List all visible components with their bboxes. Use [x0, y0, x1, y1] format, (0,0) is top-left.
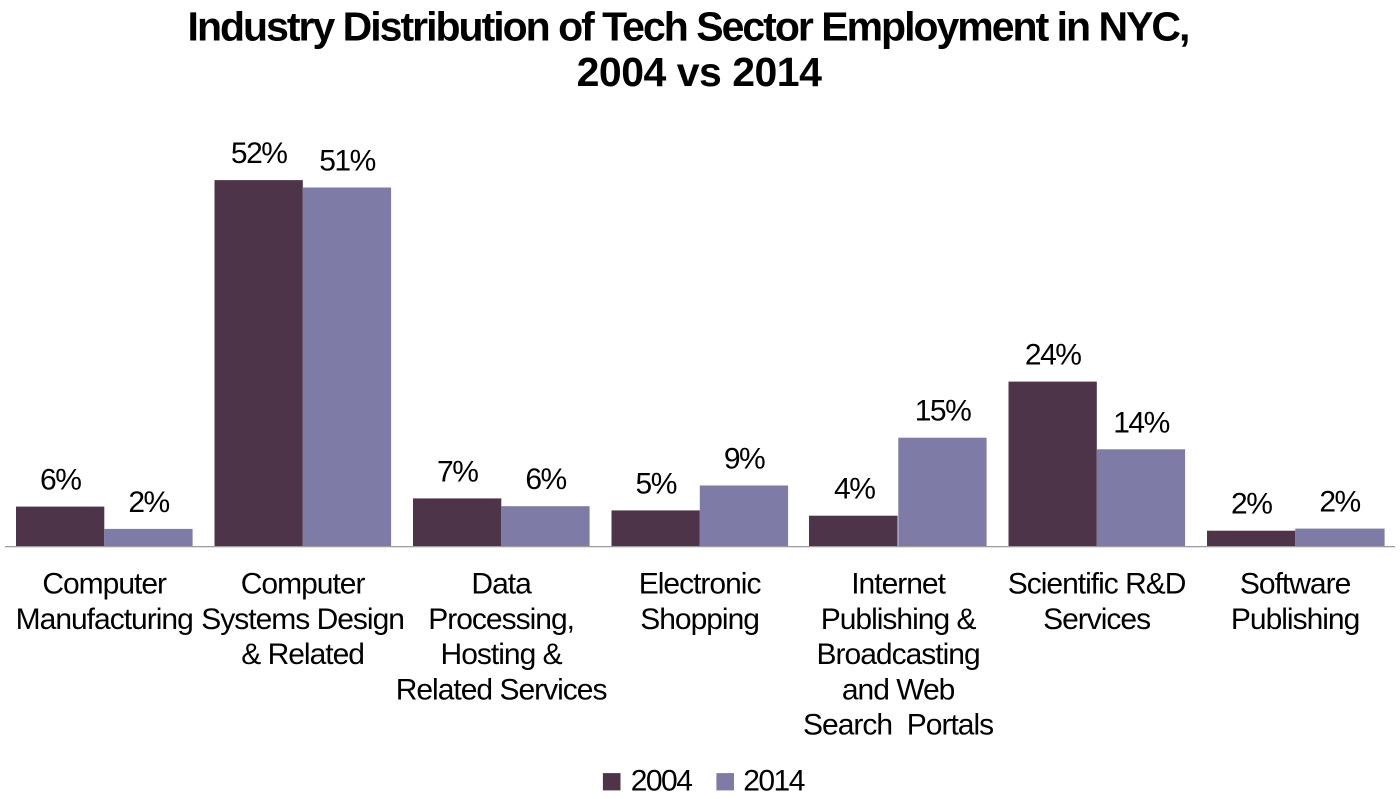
svg-text:Internet: Internet	[851, 568, 946, 601]
svg-text:Publishing: Publishing	[1231, 603, 1359, 636]
svg-text:6%: 6%	[40, 464, 81, 497]
svg-text:Related Services: Related Services	[396, 673, 607, 706]
svg-text:2004 vs 2014: 2004 vs 2014	[577, 49, 823, 95]
svg-text:Hosting &: Hosting &	[441, 638, 563, 671]
svg-text:5%: 5%	[636, 467, 677, 500]
svg-text:14%: 14%	[1113, 406, 1169, 439]
svg-text:Electronic: Electronic	[639, 568, 762, 601]
svg-text:Shopping: Shopping	[640, 603, 759, 636]
svg-text:Publishing &: Publishing &	[821, 603, 977, 636]
svg-text:& Related: & Related	[241, 638, 364, 671]
svg-text:7%: 7%	[437, 455, 478, 488]
svg-text:Processing,: Processing,	[428, 603, 574, 636]
svg-text:2014: 2014	[743, 765, 805, 798]
svg-text:24%: 24%	[1025, 339, 1081, 372]
svg-text:2%: 2%	[1319, 486, 1360, 519]
svg-text:and Web: and Web	[842, 673, 955, 706]
svg-text:4%: 4%	[834, 473, 875, 506]
svg-text:52%: 52%	[231, 137, 287, 170]
svg-text:Computer: Computer	[241, 568, 366, 601]
svg-text:2004: 2004	[631, 765, 693, 798]
svg-text:9%: 9%	[724, 443, 765, 476]
svg-text:Services: Services	[1043, 603, 1150, 636]
svg-text:Systems Design: Systems Design	[201, 603, 404, 636]
svg-text:Manufacturing: Manufacturing	[16, 603, 193, 636]
svg-text:Broadcasting: Broadcasting	[817, 638, 980, 671]
svg-text:Industry Distribution of Tech: Industry Distribution of Tech Sector Emp…	[188, 4, 1189, 50]
svg-text:Scientific R&D: Scientific R&D	[1008, 568, 1186, 601]
svg-text:Data: Data	[471, 568, 532, 601]
svg-text:2%: 2%	[1231, 488, 1272, 521]
svg-text:Software: Software	[1240, 568, 1351, 601]
svg-text:6%: 6%	[525, 463, 566, 496]
svg-text:2%: 2%	[128, 486, 169, 519]
svg-text:51%: 51%	[319, 145, 375, 178]
svg-text:Search Portals: Search Portals	[803, 709, 993, 742]
svg-text:Computer: Computer	[42, 568, 167, 601]
svg-text:15%: 15%	[915, 395, 971, 428]
